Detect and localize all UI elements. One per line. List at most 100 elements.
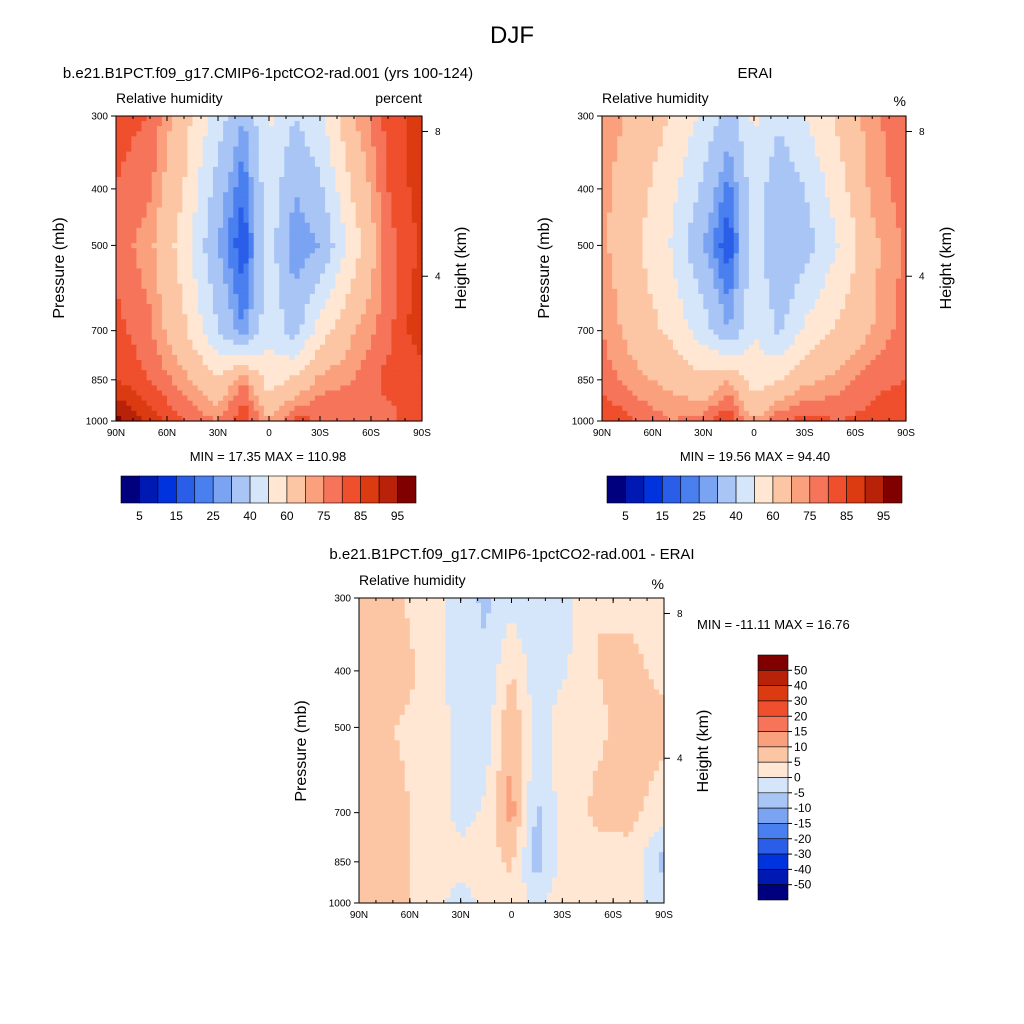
- field-cell: [381, 324, 387, 330]
- field-cell: [131, 263, 137, 269]
- field-cell: [845, 147, 851, 153]
- field-cell: [152, 319, 158, 325]
- field-cell: [835, 167, 841, 173]
- field-cell: [881, 136, 887, 142]
- field-cell: [693, 131, 699, 137]
- field-cell: [881, 147, 887, 153]
- field-cell: [678, 141, 684, 147]
- field-cell: [121, 248, 127, 254]
- field-cell: [749, 131, 755, 137]
- field-cell: [193, 411, 199, 417]
- field-cell: [289, 380, 295, 386]
- field-cell: [643, 121, 649, 127]
- field-cell: [376, 396, 382, 402]
- field-cell: [142, 116, 148, 122]
- panel-model-field: [116, 116, 423, 422]
- field-cell: [203, 233, 209, 239]
- field-cell: [136, 289, 142, 295]
- field-cell: [289, 131, 295, 137]
- field-cell: [371, 304, 377, 310]
- field-cell: [351, 319, 357, 325]
- field-cell: [233, 330, 239, 336]
- field-cell: [381, 253, 387, 259]
- field-cell: [289, 269, 295, 275]
- field-cell: [136, 187, 142, 193]
- field-cell: [131, 370, 137, 376]
- field-cell: [269, 299, 275, 305]
- field-cell: [259, 365, 265, 371]
- field-cell: [356, 365, 362, 371]
- field-cell: [274, 360, 280, 366]
- field-cell: [371, 380, 377, 386]
- field-cell: [238, 187, 244, 193]
- field-cell: [289, 126, 295, 132]
- field-cell: [147, 218, 153, 224]
- field-cell: [361, 116, 367, 122]
- field-cell: [279, 274, 285, 280]
- field-cell: [330, 238, 336, 244]
- field-cell: [643, 131, 649, 137]
- field-cell: [305, 253, 311, 259]
- field-cell: [805, 172, 811, 178]
- field-cell: [617, 167, 623, 173]
- field-cell: [744, 126, 750, 132]
- field-cell: [182, 167, 188, 173]
- field-cell: [228, 406, 234, 412]
- field-cell: [289, 233, 295, 239]
- field-cell: [850, 131, 856, 137]
- field-cell: [860, 172, 866, 178]
- field-cell: [891, 192, 897, 198]
- field-cell: [284, 136, 290, 142]
- field-cell: [121, 213, 127, 219]
- field-cell: [126, 345, 132, 351]
- field-cell: [126, 294, 132, 300]
- field-cell: [193, 182, 199, 188]
- field-cell: [152, 365, 158, 371]
- field-cell: [734, 172, 740, 178]
- field-cell: [152, 284, 158, 290]
- field-cell: [193, 370, 199, 376]
- field-cell: [269, 319, 275, 325]
- field-cell: [340, 218, 346, 224]
- field-cell: [228, 279, 234, 285]
- field-cell: [295, 136, 301, 142]
- field-cell: [182, 391, 188, 397]
- field-cell: [136, 406, 142, 412]
- field-cell: [177, 202, 183, 208]
- field-cell: [233, 223, 239, 229]
- field-cell: [376, 172, 382, 178]
- field-cell: [617, 218, 623, 224]
- field-cell: [228, 141, 234, 147]
- y-tick-label: 1000: [86, 417, 109, 428]
- field-cell: [612, 187, 618, 193]
- field-cell: [198, 335, 204, 341]
- field-cell: [402, 360, 408, 366]
- field-cell: [335, 330, 341, 336]
- field-cell: [244, 213, 250, 219]
- field-cell: [708, 167, 714, 173]
- field-cell: [126, 279, 132, 285]
- field-cell: [259, 391, 265, 397]
- field-cell: [152, 218, 158, 224]
- field-cell: [244, 309, 250, 315]
- field-cell: [131, 365, 137, 371]
- field-cell: [351, 187, 357, 193]
- field-cell: [366, 258, 372, 264]
- field-cell: [244, 248, 250, 254]
- field-cell: [310, 243, 316, 249]
- field-cell: [840, 202, 846, 208]
- field-cell: [376, 157, 382, 163]
- field-cell: [825, 162, 831, 168]
- field-cell: [249, 208, 255, 214]
- field-cell: [673, 213, 679, 219]
- field-cell: [381, 385, 387, 391]
- field-cell: [259, 208, 265, 214]
- field-cell: [305, 350, 311, 356]
- field-cell: [397, 365, 403, 371]
- field-cell: [683, 147, 689, 153]
- field-cell: [284, 187, 290, 193]
- field-cell: [172, 213, 178, 219]
- field-cell: [658, 126, 664, 132]
- field-cell: [734, 213, 740, 219]
- field-cell: [397, 182, 403, 188]
